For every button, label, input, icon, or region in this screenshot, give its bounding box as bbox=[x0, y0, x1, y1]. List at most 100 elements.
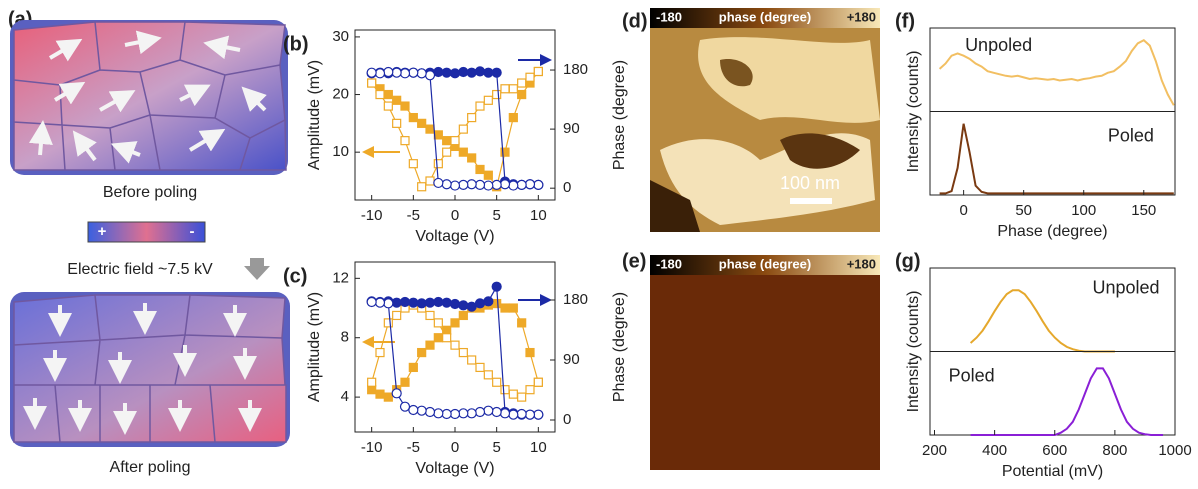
data-point bbox=[424, 70, 436, 81]
data-point bbox=[417, 182, 427, 192]
y2-axis-label: Phase (degree) bbox=[611, 60, 628, 170]
data-point bbox=[391, 388, 402, 399]
data-point bbox=[367, 385, 377, 395]
scale-bar-label: 100 nm bbox=[780, 173, 840, 193]
data-point bbox=[508, 112, 518, 123]
data-point bbox=[425, 176, 435, 186]
data-point bbox=[500, 84, 510, 94]
data-point bbox=[425, 340, 435, 350]
data-point bbox=[433, 130, 443, 140]
data-point bbox=[483, 405, 494, 416]
y2-tick-label: 180 bbox=[563, 61, 588, 78]
data-point bbox=[533, 66, 543, 77]
data-point bbox=[441, 67, 452, 78]
y-axis-label: Intensity (counts) bbox=[905, 51, 922, 173]
data-point bbox=[508, 409, 519, 420]
x-axis-label: Phase (degree) bbox=[997, 223, 1107, 240]
data-point bbox=[383, 101, 393, 111]
data-point bbox=[517, 318, 527, 328]
data-point bbox=[458, 408, 469, 419]
data-point bbox=[375, 89, 385, 100]
data-point bbox=[441, 179, 452, 190]
data-point bbox=[441, 408, 452, 420]
data-point bbox=[417, 347, 427, 358]
y-axis-label: Amplitude (mV) bbox=[306, 60, 323, 170]
data-point bbox=[366, 296, 377, 308]
x-tick-label: 150 bbox=[1131, 202, 1156, 219]
data-point bbox=[367, 78, 377, 88]
x-tick-label: 0 bbox=[451, 207, 459, 224]
data-point bbox=[391, 67, 402, 78]
data-point bbox=[416, 298, 427, 309]
data-point bbox=[483, 370, 493, 380]
colorbar-max: +180 bbox=[847, 9, 876, 24]
field-arrow bbox=[244, 258, 270, 280]
data-point bbox=[375, 347, 385, 358]
data-point bbox=[433, 318, 443, 328]
data-line bbox=[969, 289, 1115, 353]
axes-frame bbox=[929, 111, 1176, 196]
data-point bbox=[458, 124, 468, 134]
x-tick-label: -10 bbox=[361, 207, 383, 224]
data-point bbox=[491, 67, 502, 78]
y2-tick-label: 90 bbox=[563, 120, 580, 137]
x-axis-label: Voltage (V) bbox=[415, 228, 494, 245]
data-point bbox=[425, 310, 435, 321]
x-tick-label: 5 bbox=[492, 439, 500, 456]
y2-tick-label: 180 bbox=[563, 291, 588, 308]
data-point bbox=[408, 67, 419, 78]
data-point bbox=[499, 408, 511, 419]
data-point bbox=[416, 405, 427, 416]
data-point bbox=[449, 68, 461, 79]
data-point bbox=[467, 355, 477, 365]
data-point bbox=[466, 408, 477, 419]
x-tick-label: 50 bbox=[1015, 202, 1032, 219]
data-point bbox=[400, 377, 410, 387]
series-label: Poled bbox=[1108, 125, 1154, 145]
data-point bbox=[408, 404, 419, 416]
data-point bbox=[475, 164, 485, 175]
data-point bbox=[474, 406, 486, 418]
data-point bbox=[517, 392, 527, 402]
data-point bbox=[450, 318, 460, 328]
grains-after bbox=[10, 292, 290, 447]
data-point bbox=[433, 296, 444, 308]
y-tick-label: 10 bbox=[332, 143, 349, 160]
data-point bbox=[392, 95, 402, 105]
data-point bbox=[516, 179, 527, 191]
data-point bbox=[458, 179, 469, 191]
data-point bbox=[517, 78, 527, 88]
y-axis-label: Amplitude (mV) bbox=[306, 292, 323, 402]
colorbar-max: +180 bbox=[847, 256, 876, 271]
data-point bbox=[525, 72, 535, 82]
x-axis-label: Potential (mV) bbox=[1002, 463, 1103, 480]
minus: - bbox=[190, 223, 195, 240]
data-point bbox=[449, 298, 461, 310]
x-tick-label: 200 bbox=[922, 442, 947, 459]
x-tick-label: 0 bbox=[959, 202, 967, 219]
data-point bbox=[433, 333, 443, 343]
data-point bbox=[433, 177, 444, 189]
y-tick-label: 4 bbox=[341, 388, 349, 405]
data-point bbox=[424, 297, 436, 308]
data-point bbox=[400, 136, 410, 146]
data-point bbox=[491, 406, 502, 418]
axis-arrows bbox=[362, 54, 552, 348]
grains-before bbox=[10, 20, 288, 175]
data-point bbox=[449, 408, 461, 420]
data-point bbox=[491, 179, 502, 191]
data-point bbox=[524, 179, 536, 190]
data-point bbox=[458, 310, 468, 321]
data-point bbox=[399, 296, 411, 308]
data-point bbox=[524, 409, 536, 420]
data-point bbox=[508, 389, 518, 399]
x-tick-label: 10 bbox=[530, 439, 547, 456]
data-point bbox=[466, 301, 477, 312]
data-point bbox=[499, 179, 511, 190]
x-axis-label: Voltage (V) bbox=[415, 460, 494, 477]
data-point bbox=[483, 170, 493, 180]
data-point bbox=[408, 297, 419, 308]
data-point bbox=[391, 297, 402, 308]
data-point bbox=[374, 68, 386, 79]
